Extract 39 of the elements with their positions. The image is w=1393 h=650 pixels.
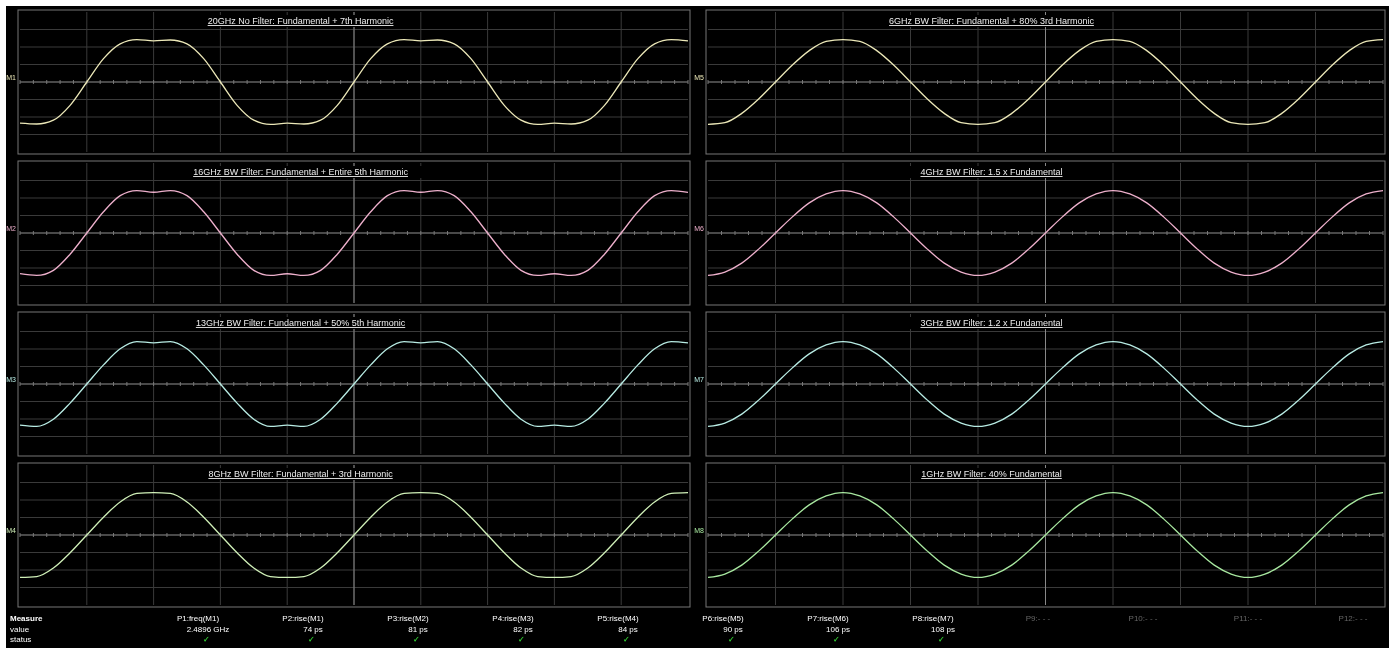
chart-title: 1GHz BW Filter: 40% Fundamental (921, 469, 1062, 479)
text: ✓ (937, 635, 945, 644)
text: 90 ps (723, 625, 743, 634)
text: ✓ (202, 635, 210, 644)
category-label: P3:rise(M2) (387, 614, 429, 623)
category-label: P5:rise(M4) (597, 614, 639, 623)
category-label: value (10, 625, 30, 634)
category-label: P7:rise(M6) (807, 614, 849, 623)
category-label: P4:rise(M3) (492, 614, 534, 623)
text: 82 ps (513, 625, 533, 634)
text: ✓ (412, 635, 420, 644)
category-label: status (10, 635, 32, 644)
category-label: P1:freq(M1) (176, 614, 220, 623)
text: 108 ps (930, 625, 956, 634)
category-label: P8:rise(M7) (912, 614, 954, 623)
chart-title: 3GHz BW Filter: 1.2 x Fundamental (920, 318, 1063, 328)
text: 2.4896 GHz (186, 625, 230, 634)
category-label: P6:rise(M5) (702, 614, 744, 623)
category-label: P12:- - - (1338, 614, 1368, 623)
chart-title: 6GHz BW Filter: Fundamental + 80% 3rd Harmonic (889, 16, 1095, 26)
text: ✓ (307, 635, 315, 644)
text: ✓ (517, 635, 525, 644)
text: 84 ps (618, 625, 638, 634)
text: Measure (10, 614, 44, 623)
category-label: P2:rise(M1) (282, 614, 324, 623)
text: 81 ps (408, 625, 428, 634)
text: ✓ (622, 635, 630, 644)
category-label: P10:- - - (1128, 614, 1158, 623)
text: ✓ (727, 635, 735, 644)
chart-title: 4GHz BW Filter: 1.5 x Fundamental (920, 167, 1063, 177)
text: 106 ps (825, 625, 851, 634)
chart-title: 13GHz BW Filter: Fundamental + 50% 5th Harmonic (195, 318, 406, 328)
chart-title: 8GHz BW Filter: Fundamental + 3rd Harmonic (208, 469, 394, 479)
chart-title: 20GHz No Filter: Fundamental + 7th Harmonic (207, 16, 394, 26)
chart-title: 16GHz BW Filter: Fundamental + Entire 5th Harmonic (193, 167, 409, 177)
category-label: P9:- - - (1025, 614, 1051, 623)
text: ✓ (832, 635, 840, 644)
category-label: P11:- - - (1233, 614, 1263, 623)
text: 74 ps (303, 625, 323, 634)
